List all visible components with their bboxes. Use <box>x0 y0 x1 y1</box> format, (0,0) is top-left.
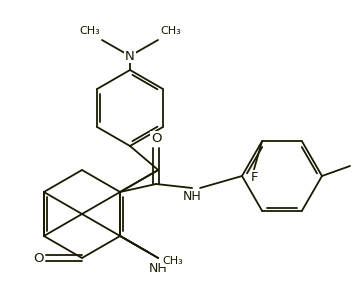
Text: N: N <box>125 50 135 63</box>
Text: NH: NH <box>149 261 167 275</box>
Text: CH₃: CH₃ <box>162 256 183 266</box>
Text: CH₃: CH₃ <box>160 26 181 36</box>
Text: O: O <box>34 252 44 265</box>
Text: F: F <box>353 155 354 168</box>
Text: NH: NH <box>183 190 201 203</box>
Text: O: O <box>151 132 161 145</box>
Text: F: F <box>250 171 258 184</box>
Text: CH₃: CH₃ <box>79 26 100 36</box>
